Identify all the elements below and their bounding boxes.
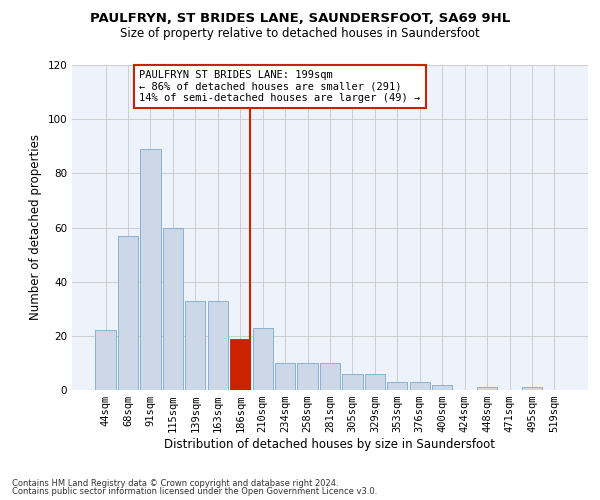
Bar: [230, 338, 250, 390]
Bar: [522, 388, 542, 390]
Bar: [95, 330, 116, 390]
X-axis label: Distribution of detached houses by size in Saundersfoot: Distribution of detached houses by size …: [164, 438, 496, 451]
Bar: [320, 363, 340, 390]
Y-axis label: Number of detached properties: Number of detached properties: [29, 134, 42, 320]
Text: PAULFRYN, ST BRIDES LANE, SAUNDERSFOOT, SA69 9HL: PAULFRYN, ST BRIDES LANE, SAUNDERSFOOT, …: [90, 12, 510, 26]
Bar: [253, 328, 273, 390]
Bar: [185, 300, 205, 390]
Bar: [387, 382, 407, 390]
Text: Contains HM Land Registry data © Crown copyright and database right 2024.: Contains HM Land Registry data © Crown c…: [12, 478, 338, 488]
Bar: [410, 382, 430, 390]
Bar: [365, 374, 385, 390]
Bar: [118, 236, 138, 390]
Bar: [208, 300, 228, 390]
Bar: [432, 384, 452, 390]
Text: PAULFRYN ST BRIDES LANE: 199sqm
← 86% of detached houses are smaller (291)
14% o: PAULFRYN ST BRIDES LANE: 199sqm ← 86% of…: [139, 70, 421, 103]
Text: Contains public sector information licensed under the Open Government Licence v3: Contains public sector information licen…: [12, 487, 377, 496]
Bar: [275, 363, 295, 390]
Bar: [477, 388, 497, 390]
Bar: [298, 363, 317, 390]
Bar: [343, 374, 362, 390]
Bar: [163, 228, 183, 390]
Text: Size of property relative to detached houses in Saundersfoot: Size of property relative to detached ho…: [120, 28, 480, 40]
Bar: [140, 149, 161, 390]
